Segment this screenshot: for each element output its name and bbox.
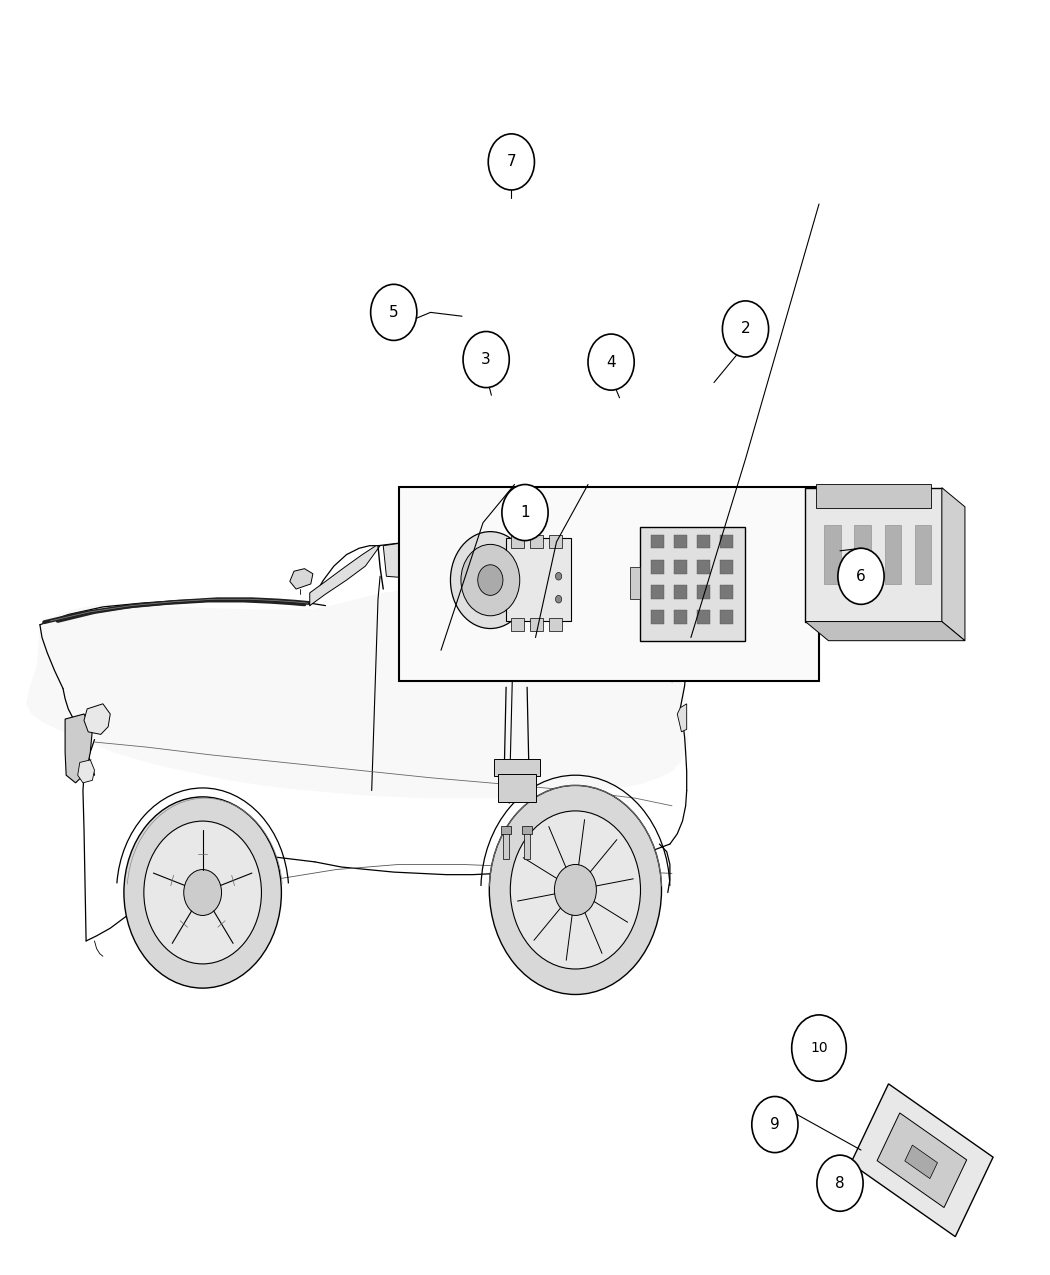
Bar — [674, 560, 687, 574]
Circle shape — [510, 811, 640, 969]
Bar — [697, 611, 710, 625]
Bar — [640, 527, 746, 641]
Bar — [511, 618, 524, 631]
Circle shape — [124, 797, 281, 988]
Polygon shape — [26, 588, 689, 798]
Circle shape — [489, 785, 662, 994]
Bar — [399, 487, 819, 681]
Bar — [549, 618, 562, 631]
Circle shape — [144, 821, 261, 964]
Bar — [651, 560, 664, 574]
Bar — [805, 488, 942, 622]
Text: 2: 2 — [740, 321, 751, 337]
Bar — [674, 534, 687, 548]
Bar — [530, 618, 543, 631]
Bar — [524, 831, 530, 859]
Bar — [697, 534, 710, 548]
Circle shape — [722, 301, 769, 357]
Polygon shape — [514, 541, 607, 589]
Bar — [522, 826, 532, 834]
Text: 4: 4 — [606, 354, 616, 370]
Polygon shape — [65, 714, 92, 783]
Text: 10: 10 — [811, 1042, 827, 1054]
Circle shape — [400, 509, 413, 524]
Circle shape — [502, 484, 548, 541]
Circle shape — [588, 334, 634, 390]
Text: 9: 9 — [770, 1117, 780, 1132]
Polygon shape — [611, 557, 672, 615]
Bar — [651, 585, 664, 599]
Bar — [511, 536, 524, 548]
Text: 7: 7 — [506, 154, 517, 170]
Bar — [824, 525, 841, 584]
Polygon shape — [677, 704, 687, 732]
Circle shape — [555, 572, 562, 580]
Bar — [674, 585, 687, 599]
Circle shape — [554, 864, 596, 915]
Polygon shape — [877, 1113, 967, 1207]
Polygon shape — [44, 599, 310, 622]
Circle shape — [478, 565, 503, 595]
Bar — [720, 534, 733, 548]
Circle shape — [463, 332, 509, 388]
Polygon shape — [905, 1145, 938, 1178]
Bar — [494, 759, 540, 776]
Bar — [720, 560, 733, 574]
Bar — [674, 611, 687, 625]
Bar — [651, 534, 664, 548]
Bar — [530, 536, 543, 548]
Polygon shape — [290, 569, 313, 589]
Polygon shape — [383, 538, 509, 579]
Text: 5: 5 — [388, 305, 399, 320]
Circle shape — [752, 1096, 798, 1153]
Bar — [816, 483, 931, 507]
Polygon shape — [805, 622, 965, 641]
Circle shape — [555, 595, 562, 603]
Bar — [720, 585, 733, 599]
Polygon shape — [942, 488, 965, 641]
Text: 1: 1 — [520, 505, 530, 520]
Bar — [720, 611, 733, 625]
Bar — [697, 560, 710, 574]
Text: 3: 3 — [481, 352, 491, 367]
Circle shape — [817, 1155, 863, 1211]
Bar — [630, 567, 640, 599]
Circle shape — [488, 134, 534, 190]
Bar — [884, 525, 901, 584]
Circle shape — [838, 548, 884, 604]
Text: 6: 6 — [856, 569, 866, 584]
Circle shape — [792, 1015, 846, 1081]
Polygon shape — [84, 704, 110, 734]
Bar — [498, 774, 536, 802]
Polygon shape — [850, 1084, 993, 1237]
Bar — [506, 538, 571, 621]
Polygon shape — [78, 760, 94, 783]
Bar — [697, 585, 710, 599]
Circle shape — [461, 544, 520, 616]
Bar — [501, 826, 511, 834]
Circle shape — [371, 284, 417, 340]
Bar — [503, 831, 509, 859]
Polygon shape — [310, 546, 380, 606]
Bar — [855, 525, 870, 584]
Circle shape — [184, 870, 222, 915]
Circle shape — [450, 532, 530, 629]
Bar — [651, 611, 664, 625]
Bar — [915, 525, 931, 584]
Bar — [549, 536, 562, 548]
Text: 8: 8 — [835, 1176, 845, 1191]
